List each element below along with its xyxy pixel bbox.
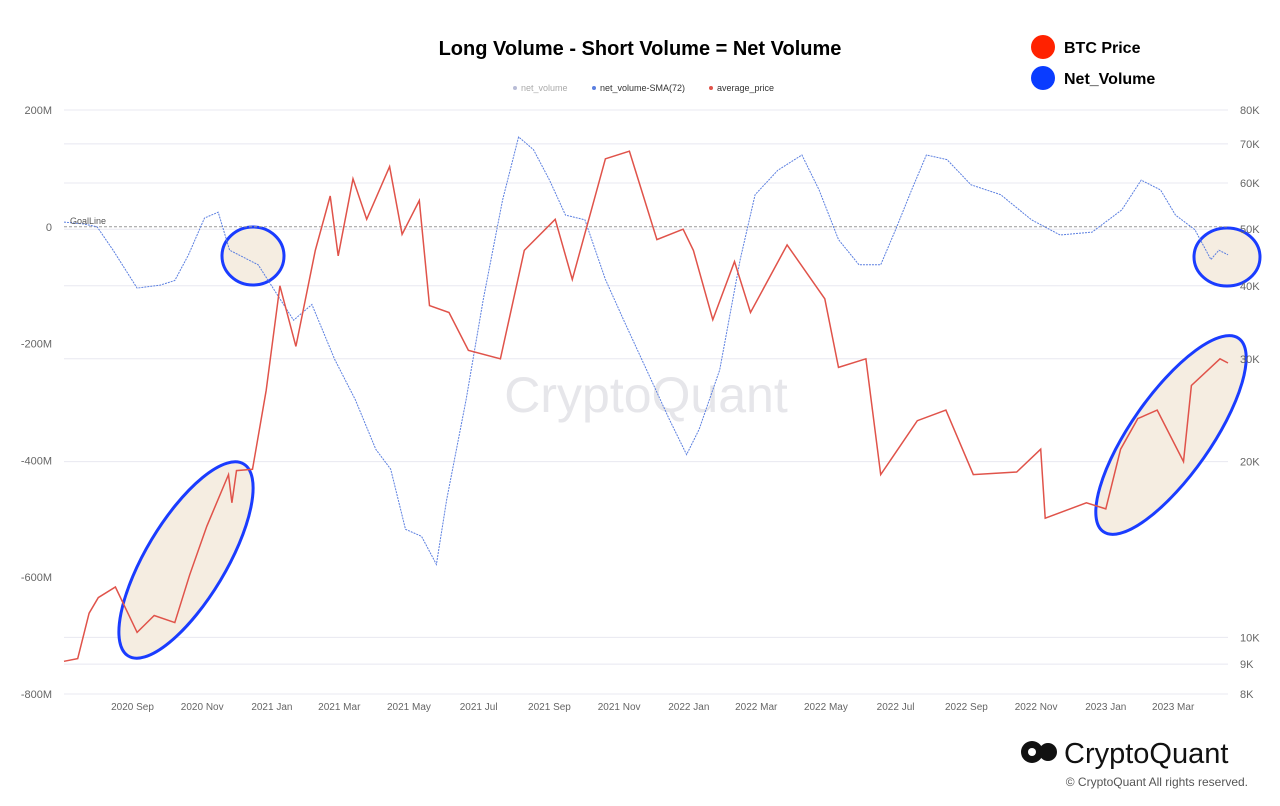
annotation-legend: BTC Price Net_Volume [1031, 35, 1155, 90]
net-volume-label: Net_Volume [1064, 71, 1155, 88]
left-axis-tick-label: 200M [24, 105, 52, 117]
series-line-average-price [63, 150, 1229, 663]
right-axis-tick-label: 60K [1240, 178, 1260, 190]
legend: net_volume net_volume-SMA(72) average_pr… [513, 83, 774, 93]
right-axis-tick-label: 50K [1240, 224, 1260, 236]
x-axis-tick-label: 2023 Mar [1152, 702, 1195, 713]
series-lines [63, 135, 1229, 663]
highlight-ellipse-2023-volume [1192, 226, 1262, 288]
chart-title: Long Volume - Short Volume = Net Volume [439, 38, 842, 60]
right-axis-tick-label: 40K [1240, 281, 1260, 293]
highlight-ellipse-2020 [117, 460, 255, 660]
x-axis-tick-label: 2022 Jan [668, 702, 709, 713]
left-axis-tick-label: -600M [21, 572, 52, 584]
right-axis-tick-label: 9K [1240, 659, 1254, 671]
legend-marker [592, 86, 596, 90]
series-line-net-volume-sma-72- [63, 135, 1229, 566]
left-axis-tick-label: -400M [21, 455, 52, 467]
legend-item-average-price[interactable]: average_price [709, 83, 774, 93]
x-axis-tick-label: 2020 Sep [111, 702, 154, 713]
highlight-ellipse-2020-dec [220, 225, 286, 287]
right-axis-tick-label: 70K [1240, 139, 1260, 151]
x-axis-tick-label: 2022 Mar [735, 702, 778, 713]
right-axis-tick-label: 10K [1240, 632, 1260, 644]
legend-marker [513, 86, 517, 90]
x-axis-tick-label: 2021 Sep [528, 702, 571, 713]
btc-price-dot [1031, 35, 1055, 59]
left-axis-tick-label: -200M [21, 339, 52, 351]
watermark: CryptoQuant [504, 367, 788, 423]
axis-ticks: 80K 70K 60K 50K 40K 30K 20K 10K 9K 8K 200M 0 -200M -4… [21, 105, 1260, 713]
x-axis-tick-label: 2023 Jan [1085, 702, 1126, 713]
x-axis-tick-label: 2021 Nov [598, 702, 641, 713]
logo-text: CryptoQuant [1064, 738, 1228, 770]
legend-item-net-volume-sma[interactable]: net_volume-SMA(72) [592, 83, 685, 93]
highlight-ellipse-2023-price [1094, 334, 1248, 536]
left-axis-tick-label: 0 [46, 222, 52, 234]
highlight-ellipses [117, 225, 1262, 660]
x-axis-tick-label: 2022 Nov [1015, 702, 1058, 713]
legend-marker [709, 86, 713, 90]
x-axis-tick-label: 2021 Jul [460, 702, 498, 713]
right-axis-tick-label: 80K [1240, 105, 1260, 117]
legend-label: net_volume [521, 83, 568, 93]
brand-logo: CryptoQuant [1021, 738, 1228, 770]
x-axis-tick-label: 2021 Jan [251, 702, 292, 713]
x-axis-tick-label: 2021 Mar [318, 702, 361, 713]
right-axis-tick-label: 8K [1240, 689, 1254, 701]
legend-item-net-volume[interactable]: net_volume [513, 83, 568, 93]
goal-line-label: GoalLine [70, 216, 106, 226]
x-axis-tick-label: 2020 Nov [181, 702, 224, 713]
x-axis-tick-label: 2022 May [804, 702, 848, 713]
right-axis-tick-label: 30K [1240, 354, 1260, 366]
x-axis-tick-label: 2021 May [387, 702, 431, 713]
legend-label: average_price [717, 83, 774, 93]
right-axis-tick-label: 20K [1240, 457, 1260, 469]
legend-label: net_volume-SMA(72) [600, 83, 685, 93]
x-axis-tick-label: 2022 Sep [945, 702, 988, 713]
x-axis-tick-label: 2022 Jul [877, 702, 915, 713]
copyright: © CryptoQuant All rights reserved. [1066, 775, 1248, 789]
left-axis-tick-label: -800M [21, 689, 52, 701]
btc-price-label: BTC Price [1064, 40, 1141, 57]
net-volume-dot [1031, 66, 1055, 90]
